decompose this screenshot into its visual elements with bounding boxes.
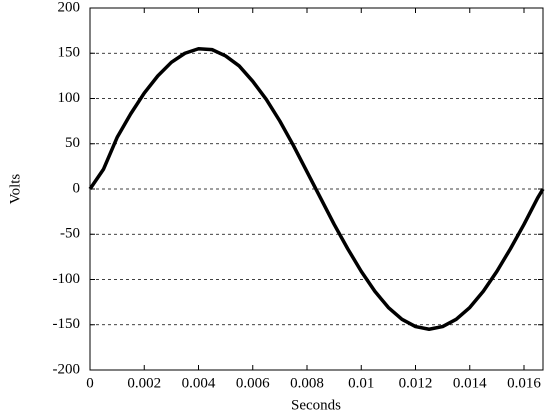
x-tick-label: 0.012 [399,375,433,391]
y-tick-label: -150 [53,316,81,332]
x-tick-label: 0 [86,375,94,391]
y-tick-label: 0 [73,180,81,196]
x-tick-label: 0.016 [507,375,541,391]
y-tick-label: -50 [60,226,80,242]
y-tick-label: 150 [58,45,81,61]
x-tick-label: 0.006 [236,375,270,391]
y-axis-label: Volts [7,174,23,205]
x-tick-label: 0.008 [290,375,324,391]
x-tick-label: 0.014 [453,375,487,391]
y-tick-label: 200 [58,0,81,15]
y-tick-label: -100 [53,271,81,287]
data-line [88,46,545,332]
y-tick-label: -200 [53,361,81,377]
x-tick-label: 0.002 [127,375,161,391]
x-tick-label: 0.01 [348,375,374,391]
x-tick-label: 0.004 [182,375,216,391]
y-tick-label: 100 [58,90,81,106]
x-axis-label: Seconds [291,397,341,413]
y-tick-label: 50 [65,135,80,151]
